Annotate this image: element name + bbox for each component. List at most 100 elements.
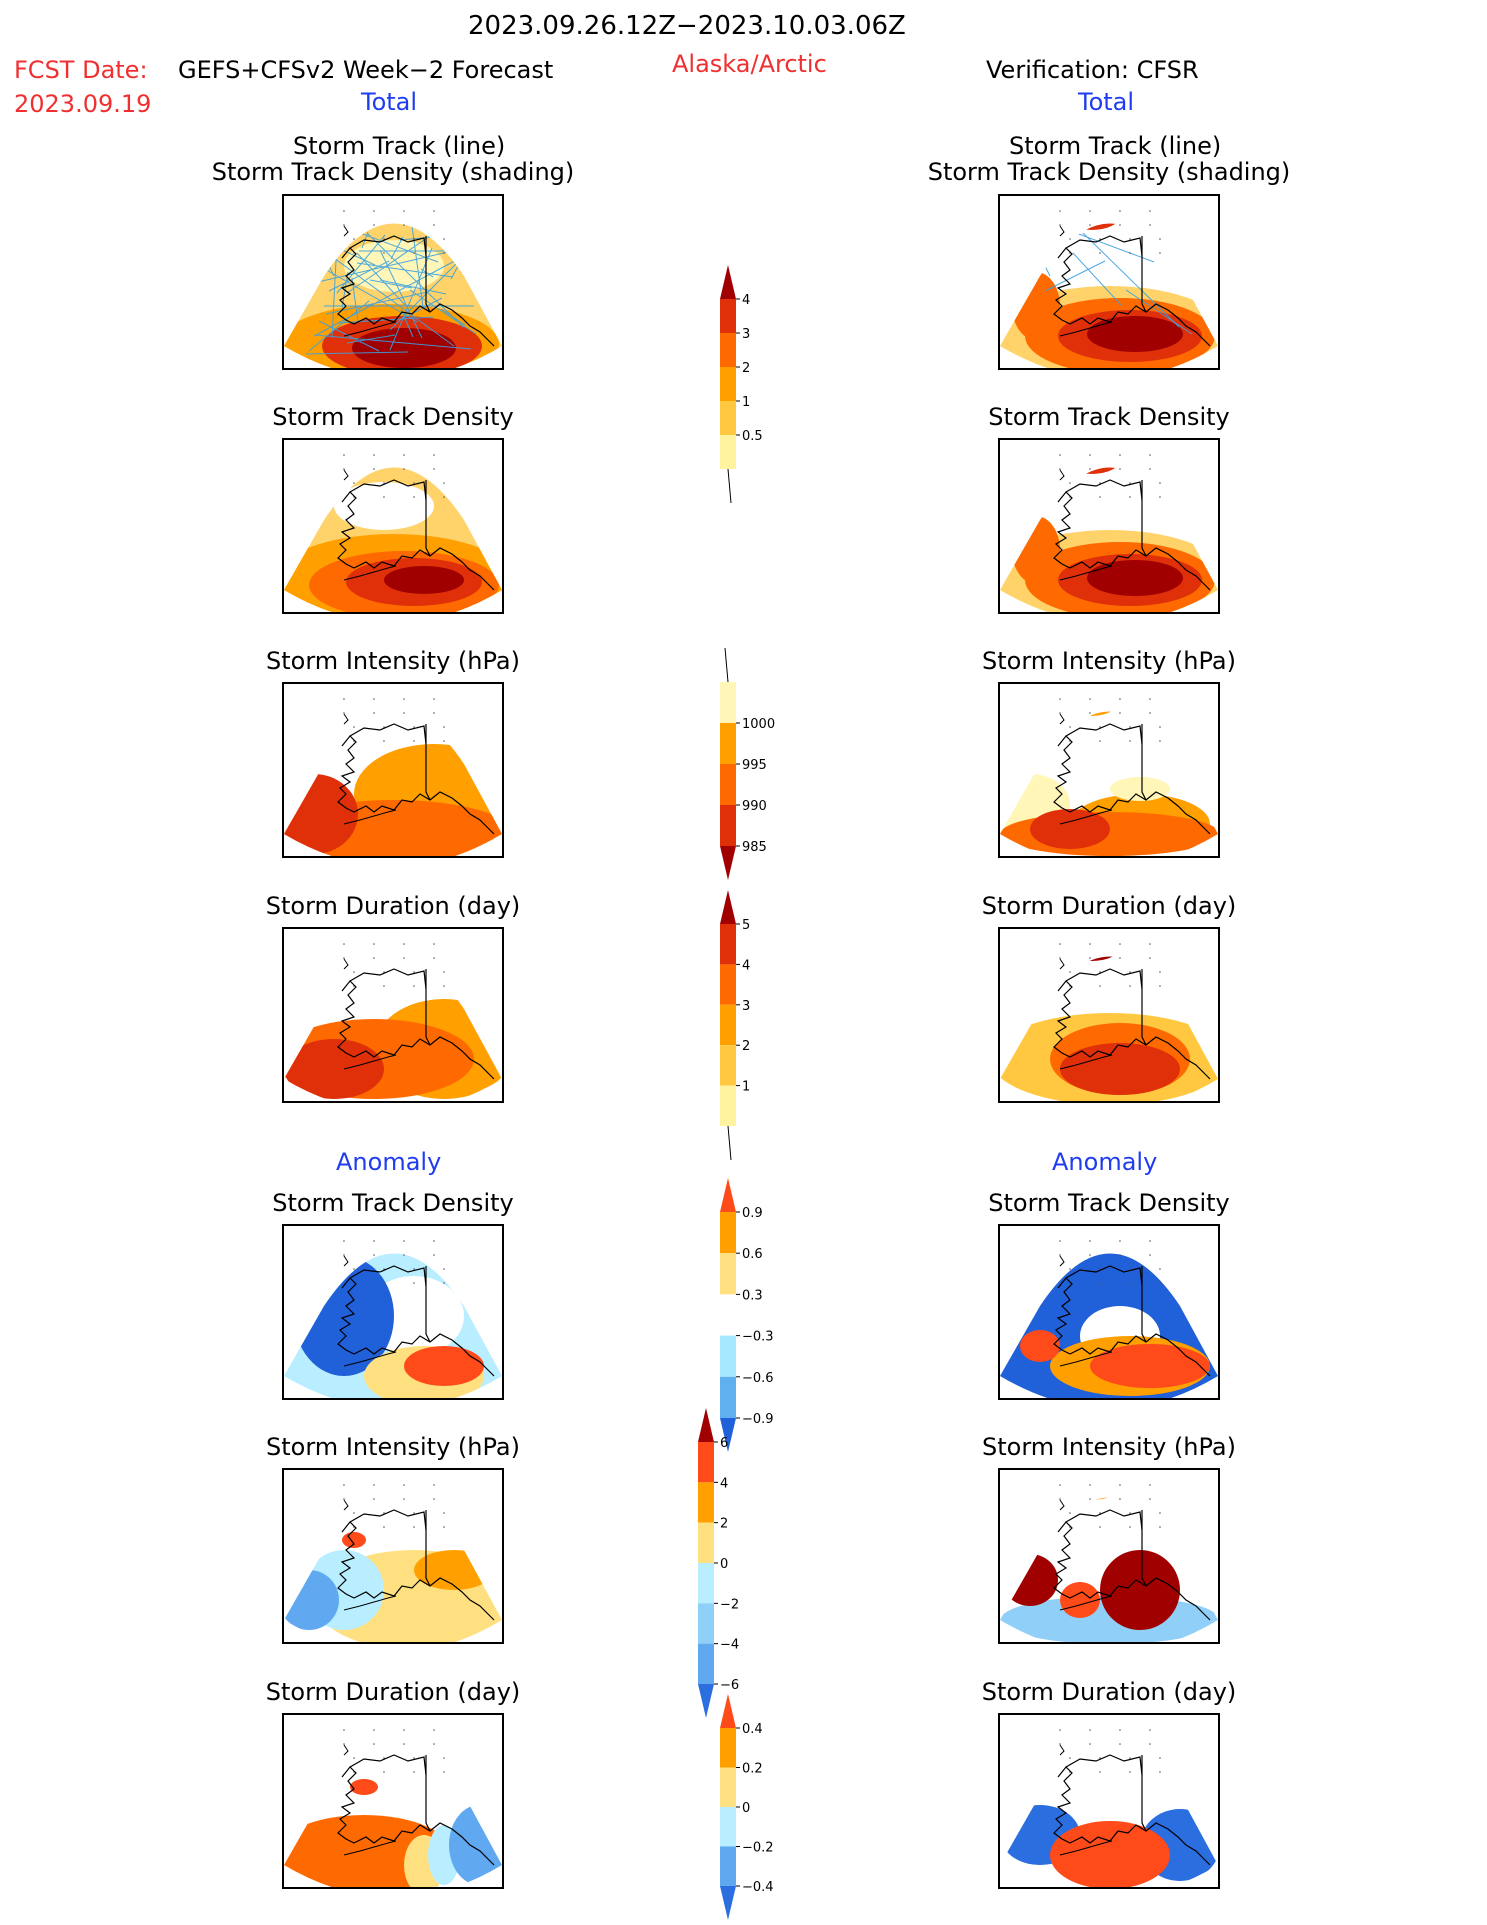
colorbar-segment [720,846,736,880]
total-left-label: Total [361,88,418,116]
map-left-anom-duration [282,1713,504,1889]
right-density-title: Storm Track Density [988,403,1230,431]
colorbar-segment [720,1085,736,1126]
map-right-track [998,194,1220,370]
map-left-duration [282,927,504,1103]
colorbar-segment [720,964,736,1005]
colorbar-segment [720,1418,736,1452]
map-right-duration [998,927,1220,1103]
map-right-intensity [998,682,1220,858]
left-track-line-title: Storm Track (line) [293,132,506,160]
region-title: Alaska/Arctic [672,50,827,78]
colorbar-label: 1000 [742,717,775,732]
left-intensity-title: Storm Intensity (hPa) [266,647,520,675]
colorbar-segment [698,1408,714,1442]
right-anom-duration-title: Storm Duration (day) [981,1678,1237,1706]
map-left-track [282,194,504,370]
colorbar-label: 4 [742,293,750,308]
colorbar-label: 2 [742,1039,750,1054]
colorbar-label: 4 [720,1476,728,1491]
colorbar-label: −0.3 [742,1330,774,1345]
colorbar-label: 0 [720,1557,728,1572]
right-duration-title: Storm Duration (day) [981,892,1237,920]
map-left-anom-intensity [282,1468,504,1644]
colorbar-segment [720,1294,736,1336]
colorbar-segment [698,1442,714,1483]
left-density-title: Storm Track Density [272,403,514,431]
colorbar-label: 0.3 [742,1288,763,1303]
colorbar-label: −0.6 [742,1371,774,1386]
colorbar-segment [720,1004,736,1046]
colorbar-segment [720,1335,736,1377]
colorbar-segment [720,1807,736,1847]
colorbar-label: 0.5 [742,429,763,444]
right-track-line-title: Storm Track (line) [1009,132,1222,160]
anomaly-right-label: Anomaly [1052,1148,1158,1176]
colorbar-label: 1 [742,1080,750,1095]
left-anom-intensity-title: Storm Intensity (hPa) [266,1433,520,1461]
colorbar-segment [720,805,736,846]
right-anom-density-title: Storm Track Density [988,1189,1230,1217]
map-right-anom-duration [998,1713,1220,1889]
colorbar-label: 2 [742,361,750,376]
colorbar-segment [720,1886,736,1920]
colorbar-segment [720,1178,736,1212]
colorbar-segment [720,764,736,805]
colorbar-label: 4 [742,958,750,973]
colorbar-segment [720,1846,736,1886]
colorbar-label: −2 [720,1597,739,1612]
verification-label: Verification: CFSR [986,56,1199,84]
colorbar-label: 3 [742,327,750,342]
colorbar-segment [720,367,736,401]
colorbar-label: −0.9 [742,1412,774,1427]
map-left-anom-density [282,1224,504,1400]
total-right-label: Total [1078,88,1135,116]
colorbar-label: 0.2 [742,1762,763,1777]
colorbar-label: −0.4 [742,1880,774,1895]
colorbar-label: 995 [742,758,767,773]
colorbar-label: −4 [720,1638,739,1653]
map-right-anom-intensity [998,1468,1220,1644]
colorbar-label: 0 [742,1801,750,1816]
colorbar-segment [720,723,736,764]
left-anom-duration-title: Storm Duration (day) [265,1678,521,1706]
map-left-intensity [282,682,504,858]
colorbar-label: 2 [720,1517,728,1532]
colorbar-label: 0.6 [742,1247,763,1262]
colorbar-segment [698,1643,714,1684]
right-anom-intensity-title: Storm Intensity (hPa) [982,1433,1236,1461]
colorbar-segment [720,333,736,367]
colorbar-label: 0.9 [742,1206,763,1221]
colorbar-segment [720,265,736,299]
colorbar-label: 990 [742,799,767,814]
right-intensity-title: Storm Intensity (hPa) [982,647,1236,675]
map-left-density [282,438,504,614]
left-anom-density-title: Storm Track Density [272,1189,514,1217]
colorbar-segment [720,1694,736,1728]
colorbar-segment [698,1522,714,1563]
colorbar-segment [698,1482,714,1523]
colorbar-label: 5 [742,918,750,933]
colorbar-segment [720,299,736,333]
colorbar-label: −6 [720,1678,739,1693]
colorbar-label: 1 [742,395,750,410]
left-track-shading-title: Storm Track Density (shading) [211,158,575,186]
fcst-model: GEFS+CFSv2 Week−2 Forecast [178,56,554,84]
colorbar-segment [698,1563,714,1604]
colorbar-label: −0.2 [742,1841,774,1856]
colorbar-segment [698,1603,714,1644]
fcst-date-prefix: FCST Date: [14,56,148,84]
colorbar-segment [720,924,736,965]
period-title: 2023.09.26.12Z−2023.10.03.06Z [468,11,906,41]
colorbar-segment [720,682,736,723]
colorbar-segment [698,1684,714,1718]
colorbar-label: 6 [720,1436,728,1451]
colorbar-segment [720,1767,736,1807]
colorbar-segment [720,435,736,469]
fcst-date: 2023.09.19 [14,90,152,118]
colorbar-segment [720,1045,736,1086]
map-right-density [998,438,1220,614]
colorbar-segment [720,1253,736,1295]
right-track-shading-title: Storm Track Density (shading) [927,158,1291,186]
colorbar-label: 985 [742,840,767,855]
